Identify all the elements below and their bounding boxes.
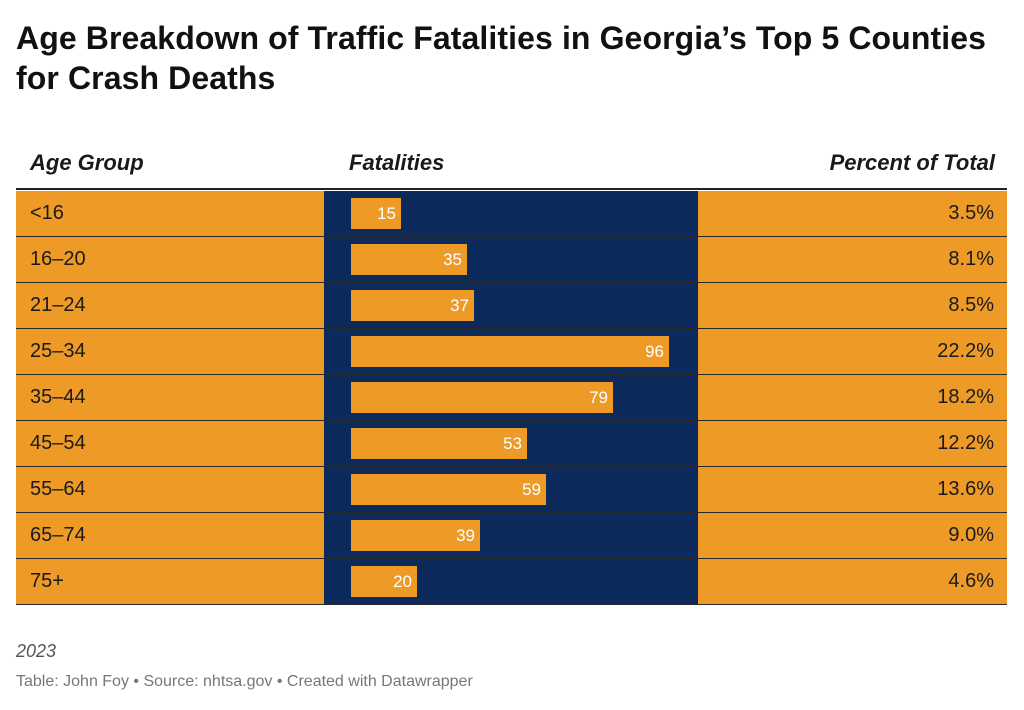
table-row: 25–34 96 22.2% xyxy=(16,329,1007,375)
fatalities-bar: 15 xyxy=(351,198,401,229)
fatalities-bar: 79 xyxy=(351,382,613,413)
fatalities-value-label: 59 xyxy=(522,480,541,499)
fatalities-cell: 35 xyxy=(324,237,698,282)
fatalities-bar: 39 xyxy=(351,520,480,551)
age-group-cell: 21–24 xyxy=(16,283,324,328)
fatalities-value-label: 15 xyxy=(377,204,396,223)
table-header: Age Group Fatalities Percent of Total xyxy=(16,144,1007,190)
percent-value: 4.6% xyxy=(948,570,994,592)
age-group-label: 55–64 xyxy=(30,478,86,500)
fatalities-cell: 59 xyxy=(324,467,698,512)
percent-value: 8.1% xyxy=(948,248,994,270)
fatalities-bar: 59 xyxy=(351,474,546,505)
age-group-label: 75+ xyxy=(30,570,64,592)
age-group-cell: 35–44 xyxy=(16,375,324,420)
table-row: 45–54 53 12.2% xyxy=(16,421,1007,467)
column-header-fatalities: Fatalities xyxy=(349,150,445,175)
age-group-label: <16 xyxy=(30,202,64,224)
percent-value: 22.2% xyxy=(937,340,994,362)
percent-value: 18.2% xyxy=(937,386,994,408)
table-row: 55–64 59 13.6% xyxy=(16,467,1007,513)
fatalities-value-label: 96 xyxy=(645,342,664,361)
fatalities-bar: 37 xyxy=(351,290,474,321)
age-group-label: 45–54 xyxy=(30,432,86,454)
fatalities-cell: 20 xyxy=(324,559,698,604)
percent-cell: 22.2% xyxy=(698,329,1007,374)
fatalities-bar: 53 xyxy=(351,428,527,459)
age-group-label: 35–44 xyxy=(30,386,86,408)
percent-value: 9.0% xyxy=(948,524,994,546)
fatalities-cell: 37 xyxy=(324,283,698,328)
percent-cell: 12.2% xyxy=(698,421,1007,466)
fatalities-bar: 20 xyxy=(351,566,417,597)
percent-cell: 18.2% xyxy=(698,375,1007,420)
age-group-label: 16–20 xyxy=(30,248,86,270)
fatalities-value-label: 20 xyxy=(393,572,412,591)
percent-value: 8.5% xyxy=(948,294,994,316)
fatalities-bar: 35 xyxy=(351,244,467,275)
fatalities-value-label: 35 xyxy=(443,250,462,269)
chart-footer: Table: John Foy • Source: nhtsa.gov • Cr… xyxy=(16,673,473,690)
age-group-cell: 45–54 xyxy=(16,421,324,466)
age-group-cell: 25–34 xyxy=(16,329,324,374)
age-group-cell: 16–20 xyxy=(16,237,324,282)
age-group-cell: 55–64 xyxy=(16,467,324,512)
age-group-label: 25–34 xyxy=(30,340,86,362)
table-row: 35–44 79 18.2% xyxy=(16,375,1007,421)
percent-cell: 3.5% xyxy=(698,191,1007,236)
chart-title: Age Breakdown of Traffic Fatalities in G… xyxy=(16,20,987,96)
age-group-cell: <16 xyxy=(16,191,324,236)
table-row: 21–24 37 8.5% xyxy=(16,283,1007,329)
table-row: 75+ 20 4.6% xyxy=(16,559,1007,605)
fatalities-value-label: 37 xyxy=(450,296,469,315)
table-row: 16–20 35 8.1% xyxy=(16,237,1007,283)
percent-cell: 8.1% xyxy=(698,237,1007,282)
percent-value: 12.2% xyxy=(937,432,994,454)
chart-subtitle: 2023 xyxy=(16,641,57,661)
percent-cell: 4.6% xyxy=(698,559,1007,604)
fatalities-cell: 39 xyxy=(324,513,698,558)
age-group-label: 21–24 xyxy=(30,294,86,316)
fatalities-cell: 96 xyxy=(324,329,698,374)
column-header-age-group: Age Group xyxy=(30,150,144,175)
age-group-cell: 75+ xyxy=(16,559,324,604)
column-header-percent: Percent of Total xyxy=(829,150,995,175)
percent-value: 13.6% xyxy=(937,478,994,500)
percent-cell: 9.0% xyxy=(698,513,1007,558)
data-table: <16 15 3.5% 16–20 35 8.1% 21–24 37 8.5% 25–34 96 22… xyxy=(16,191,1007,605)
fatalities-cell: 79 xyxy=(324,375,698,420)
percent-cell: 13.6% xyxy=(698,467,1007,512)
fatalities-cell: 53 xyxy=(324,421,698,466)
fatalities-value-label: 53 xyxy=(503,434,522,453)
fatalities-bar: 96 xyxy=(351,336,669,367)
age-group-cell: 65–74 xyxy=(16,513,324,558)
table-row: 65–74 39 9.0% xyxy=(16,513,1007,559)
percent-value: 3.5% xyxy=(948,202,994,224)
percent-cell: 8.5% xyxy=(698,283,1007,328)
age-group-label: 65–74 xyxy=(30,524,86,546)
fatalities-cell: 15 xyxy=(324,191,698,236)
table-row: <16 15 3.5% xyxy=(16,191,1007,237)
fatalities-value-label: 79 xyxy=(589,388,608,407)
fatalities-value-label: 39 xyxy=(456,526,475,545)
